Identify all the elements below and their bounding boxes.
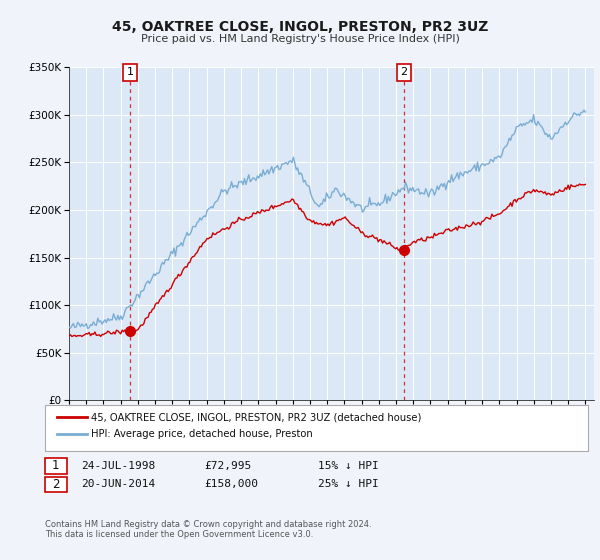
Text: 25% ↓ HPI: 25% ↓ HPI bbox=[318, 479, 379, 489]
Text: 2: 2 bbox=[52, 478, 59, 491]
Text: This data is licensed under the Open Government Licence v3.0.: This data is licensed under the Open Gov… bbox=[45, 530, 313, 539]
Text: Contains HM Land Registry data © Crown copyright and database right 2024.: Contains HM Land Registry data © Crown c… bbox=[45, 520, 371, 529]
Text: 15% ↓ HPI: 15% ↓ HPI bbox=[318, 461, 379, 471]
Text: 1: 1 bbox=[52, 459, 59, 473]
Text: HPI: Average price, detached house, Preston: HPI: Average price, detached house, Pres… bbox=[91, 429, 313, 439]
Text: 2: 2 bbox=[400, 67, 407, 77]
Text: £72,995: £72,995 bbox=[204, 461, 251, 471]
Text: 24-JUL-1998: 24-JUL-1998 bbox=[81, 461, 155, 471]
Text: 1: 1 bbox=[127, 67, 134, 77]
Text: 45, OAKTREE CLOSE, INGOL, PRESTON, PR2 3UZ: 45, OAKTREE CLOSE, INGOL, PRESTON, PR2 3… bbox=[112, 20, 488, 34]
Text: 20-JUN-2014: 20-JUN-2014 bbox=[81, 479, 155, 489]
Text: 45, OAKTREE CLOSE, INGOL, PRESTON, PR2 3UZ (detached house): 45, OAKTREE CLOSE, INGOL, PRESTON, PR2 3… bbox=[91, 412, 422, 422]
Text: £158,000: £158,000 bbox=[204, 479, 258, 489]
Text: Price paid vs. HM Land Registry's House Price Index (HPI): Price paid vs. HM Land Registry's House … bbox=[140, 34, 460, 44]
